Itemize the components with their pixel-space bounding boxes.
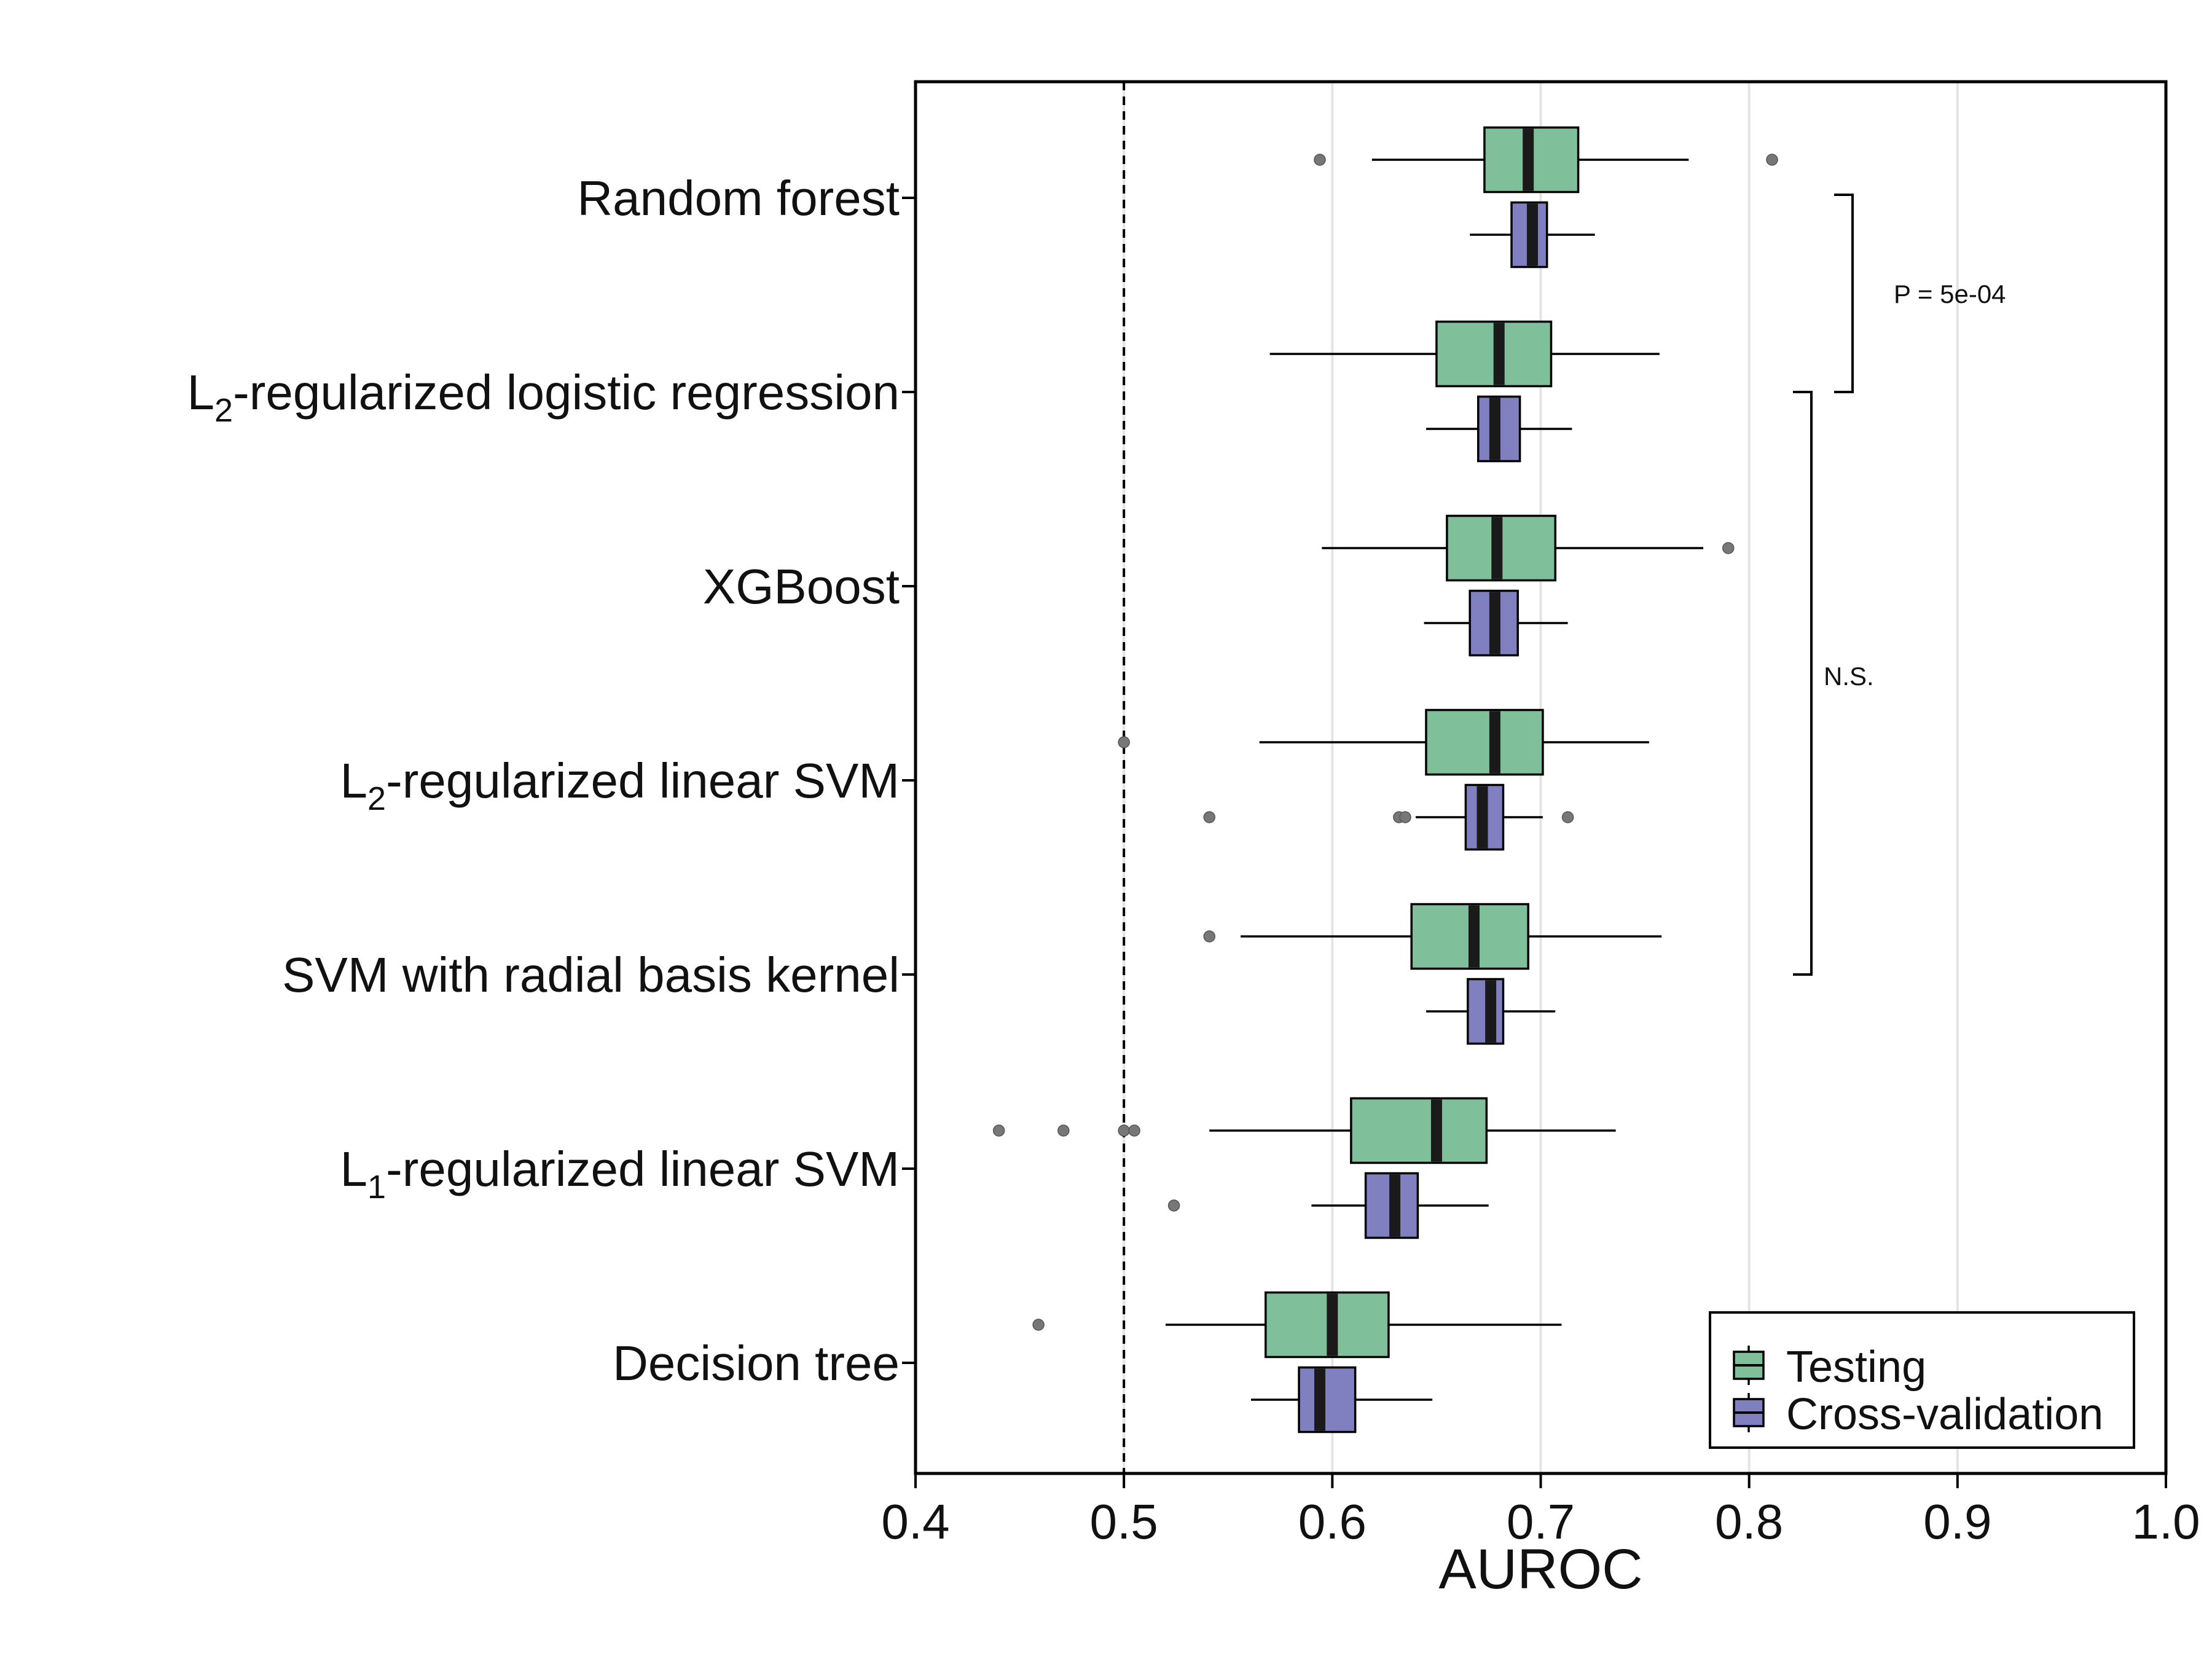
x-tick-label: 0.5 bbox=[1090, 1494, 1158, 1549]
cross-validation-box-group bbox=[1470, 201, 1595, 269]
legend-key bbox=[1733, 1346, 1765, 1385]
y-axis: Random forest L2-regularized logistic reg… bbox=[187, 171, 916, 1390]
gridlines bbox=[1123, 82, 1959, 1473]
testing-box-group bbox=[992, 1097, 1616, 1164]
testing-outlier-point bbox=[1766, 154, 1778, 166]
testing-median bbox=[1523, 128, 1534, 191]
y-tick-label: SVM with radial basis kernel bbox=[282, 947, 900, 1002]
x-axis: 0.4 0.5 0.6 0.7 0.8 0.9 1.0 bbox=[881, 1473, 2200, 1549]
x-tick-label: 0.8 bbox=[1715, 1494, 1783, 1549]
testing-median bbox=[1491, 517, 1503, 579]
cross-validation-outlier-point bbox=[1399, 811, 1411, 823]
x-tick-label: 0.6 bbox=[1298, 1494, 1367, 1549]
testing-box bbox=[1350, 1097, 1488, 1164]
testing-outlier-point bbox=[1118, 1124, 1130, 1137]
cross-validation-median bbox=[1489, 592, 1500, 654]
legend-label: Testing bbox=[1786, 1343, 1926, 1392]
x-tick-label: 0.9 bbox=[1923, 1494, 1991, 1549]
testing-outlier-point bbox=[1128, 1124, 1140, 1137]
y-tick-label: L2-regularized linear SVM bbox=[340, 753, 900, 817]
cross-validation-outlier-point bbox=[1203, 811, 1215, 823]
cross-validation-median bbox=[1489, 398, 1500, 460]
testing-box-group bbox=[1032, 1291, 1562, 1359]
testing-median bbox=[1430, 1099, 1442, 1162]
y-tick-label: L1-regularized linear SVM bbox=[340, 1142, 900, 1206]
testing-box-group bbox=[1314, 126, 1778, 194]
cross-validation-box-group bbox=[1203, 783, 1574, 851]
legend-key bbox=[1733, 1393, 1765, 1432]
testing-outlier-point bbox=[1203, 930, 1215, 943]
testing-outlier-point bbox=[1314, 154, 1326, 166]
x-tick-label: 0.4 bbox=[881, 1494, 949, 1549]
cross-validation-outlier-point bbox=[1167, 1199, 1180, 1212]
significance-label: N.S. bbox=[1824, 662, 1874, 691]
testing-median bbox=[1327, 1293, 1338, 1356]
testing-median bbox=[1489, 711, 1500, 774]
testing-outlier-point bbox=[1722, 542, 1735, 554]
significance-bracket bbox=[1793, 391, 1813, 976]
y-tick-label: Decision tree bbox=[613, 1336, 900, 1390]
y-tick-label: L2-regularized logistic regression bbox=[187, 365, 900, 429]
cross-validation-median bbox=[1485, 980, 1497, 1043]
cross-validation-box-group bbox=[1167, 1172, 1489, 1239]
testing-outlier-point bbox=[1057, 1124, 1070, 1137]
y-tick-label: Random forest bbox=[577, 171, 900, 226]
cross-validation-box-group bbox=[1424, 589, 1568, 657]
significance-label: P = 5e-04 bbox=[1894, 280, 2006, 308]
cross-validation-box bbox=[1298, 1366, 1357, 1433]
testing-box-group bbox=[1269, 320, 1660, 388]
cross-validation-box-group bbox=[1426, 395, 1572, 463]
cross-validation-box-group bbox=[1426, 978, 1556, 1045]
cross-validation-outlier-point bbox=[1561, 811, 1574, 823]
cross-validation-median bbox=[1314, 1368, 1325, 1431]
legend-label: Cross-validation bbox=[1786, 1390, 2103, 1439]
boxplot-series bbox=[992, 126, 1778, 1433]
significance-bracket bbox=[1834, 194, 1854, 393]
testing-median bbox=[1493, 323, 1505, 385]
cross-validation-box-group bbox=[1251, 1366, 1433, 1433]
testing-box-group bbox=[1322, 514, 1735, 582]
legend-box bbox=[1709, 1311, 2135, 1449]
cross-validation-median bbox=[1526, 203, 1538, 266]
cross-validation-median bbox=[1477, 786, 1488, 849]
y-tick-label: XGBoost bbox=[703, 559, 900, 614]
x-tick-label: 1.0 bbox=[2132, 1494, 2200, 1549]
x-tick-label: 0.7 bbox=[1507, 1494, 1575, 1549]
cross-validation-median bbox=[1389, 1174, 1401, 1237]
testing-box-group bbox=[1118, 708, 1649, 776]
testing-outlier-point bbox=[1032, 1319, 1045, 1331]
x-axis-label: AUROC bbox=[1438, 1538, 1642, 1601]
testing-outlier-point bbox=[1118, 736, 1130, 748]
testing-outlier-point bbox=[992, 1124, 1005, 1137]
significance-brackets: P = 5e-04 N.S. bbox=[1793, 194, 2006, 976]
testing-box-group bbox=[1203, 903, 1662, 970]
testing-box bbox=[1425, 708, 1544, 776]
testing-median bbox=[1468, 905, 1480, 968]
